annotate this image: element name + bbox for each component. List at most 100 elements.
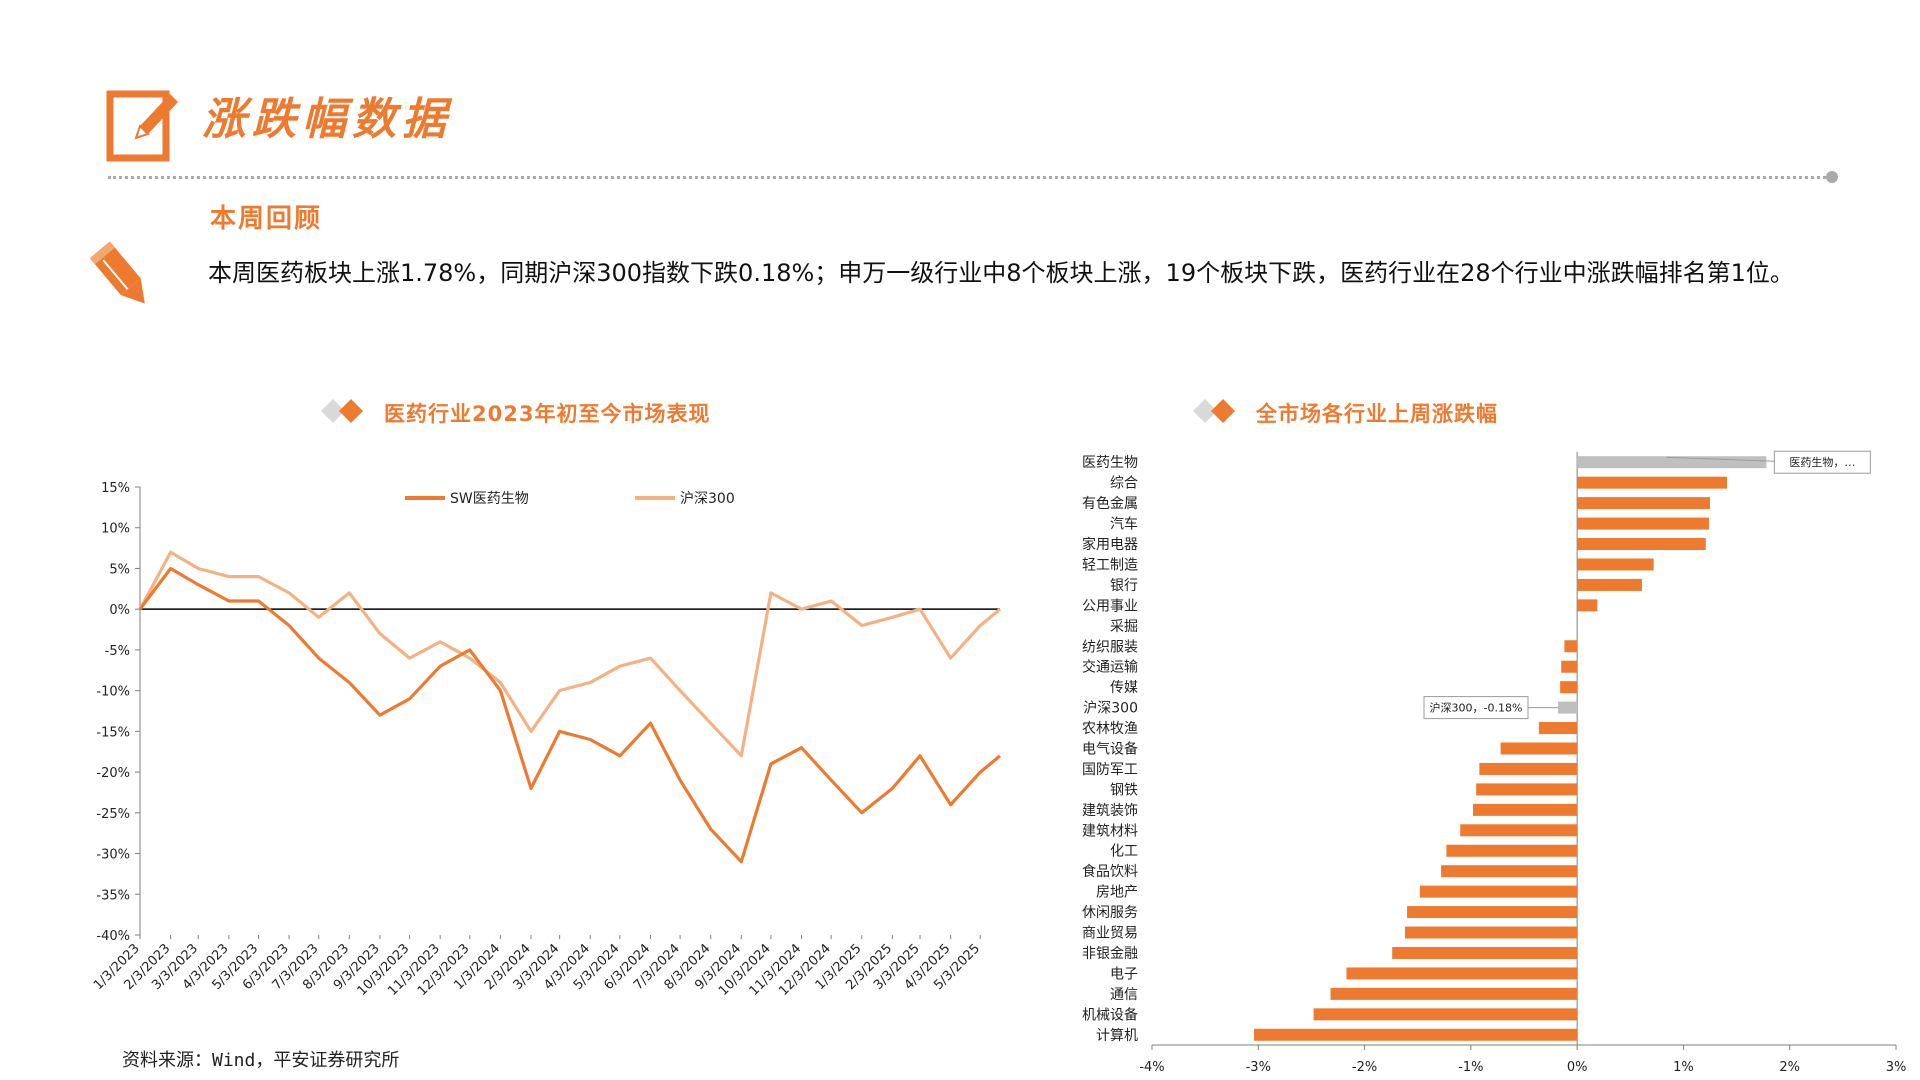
y-tick-label: -25% <box>96 807 130 822</box>
bar <box>1577 538 1706 551</box>
annotation-box <box>1773 450 1871 474</box>
y-tick-label: -40% <box>96 929 130 944</box>
bar <box>1560 681 1578 694</box>
category-label: 有色金属 <box>1082 495 1138 512</box>
y-tick-label: -15% <box>96 725 130 740</box>
x-tick-label: -2% <box>1352 1060 1377 1075</box>
bar <box>1476 783 1578 796</box>
source-note: 资料来源：Wind，平安证券研究所 <box>122 1050 400 1071</box>
y-tick-label: -20% <box>96 766 130 781</box>
x-tick-label: -1% <box>1458 1060 1483 1075</box>
pencil-icon <box>89 241 145 304</box>
bar <box>1472 803 1578 816</box>
annotation-label: 医药生物，… <box>1789 455 1855 469</box>
bar <box>1500 742 1578 755</box>
category-label: 非银金融 <box>1082 946 1138 962</box>
bar <box>1577 476 1728 489</box>
bar <box>1392 946 1578 959</box>
category-label: 银行 <box>1110 578 1138 594</box>
category-label: 计算机 <box>1096 1028 1138 1044</box>
review-body: 本周医药板块上涨1.78%，同期沪深300指数下跌0.18%；申万一级行业中8个… <box>208 259 1794 287</box>
category-label: 沪深300 <box>1083 701 1138 717</box>
x-tick-label: 0% <box>1567 1060 1588 1075</box>
bar <box>1419 885 1578 898</box>
diamond-pair-icon <box>321 399 363 423</box>
category-label: 房地产 <box>1096 885 1138 901</box>
category-label: 食品饮料 <box>1082 863 1138 880</box>
bar <box>1441 865 1578 878</box>
category-label: 化工 <box>1110 844 1138 860</box>
bar <box>1404 926 1578 939</box>
bar-chart-title: 全市场各行业上周涨跌幅 <box>1256 402 1498 426</box>
y-tick-label: 15% <box>101 481 130 496</box>
category-label: 纺织服装 <box>1082 639 1138 655</box>
bar <box>1577 456 1767 469</box>
category-label: 轻工制造 <box>1082 557 1138 573</box>
y-tick-label: 0% <box>109 603 130 618</box>
diamond-pair-icon <box>1193 399 1235 423</box>
category-label: 电子 <box>1110 966 1138 982</box>
category-label: 机械设备 <box>1082 1006 1138 1023</box>
y-tick-label: -5% <box>105 644 130 659</box>
bar <box>1254 1028 1578 1041</box>
x-tick-label: -4% <box>1139 1060 1164 1075</box>
bar <box>1346 967 1578 980</box>
annotation-label: 沪深300，-0.18% <box>1430 701 1523 715</box>
category-label: 钢铁 <box>1110 782 1138 798</box>
bar <box>1330 987 1578 1000</box>
y-tick-label: -30% <box>96 848 130 863</box>
category-label: 国防军工 <box>1082 762 1138 778</box>
annotation-box <box>1423 696 1529 720</box>
category-label: 农林牧渔 <box>1082 721 1138 737</box>
category-label: 建筑材料 <box>1082 823 1138 839</box>
line-chart-title: 医药行业2023年初至今市场表现 <box>384 402 711 426</box>
x-tick-label: 1% <box>1673 1060 1694 1075</box>
x-tick-label: 3% <box>1886 1060 1907 1075</box>
legend-label: 沪深300 <box>680 491 735 507</box>
annotation-leader <box>1666 456 1775 462</box>
category-label: 公用事业 <box>1082 598 1138 614</box>
category-label: 休闲服务 <box>1082 905 1138 921</box>
bar <box>1577 558 1654 571</box>
bar-chart: -4% -3% -2% -1% 0% 1% 2% 3% 医药生物综合有色金属汽车家用电器轻工制造… <box>1082 450 1907 1075</box>
series-line-0 <box>138 566 1002 864</box>
category-label: 汽车 <box>1110 516 1138 533</box>
line-chart: 15% 10% 5% 0% -5% -10% -15% -20% -25% -30% -35% -40… <box>91 481 1002 999</box>
bar <box>1313 1008 1578 1021</box>
bar <box>1538 722 1578 735</box>
bar <box>1577 497 1710 510</box>
title-divider <box>108 176 1832 179</box>
y-tick-label: 10% <box>101 522 130 537</box>
bar <box>1407 906 1578 919</box>
bar <box>1577 578 1642 591</box>
category-label: 交通运输 <box>1082 659 1138 676</box>
bar <box>1577 517 1709 530</box>
bar <box>1446 844 1578 857</box>
category-label: 综合 <box>1110 476 1138 492</box>
y-tick-label: -10% <box>96 685 130 700</box>
edit-square-icon <box>106 90 178 162</box>
y-tick-label: 5% <box>109 562 130 577</box>
bar <box>1479 762 1578 775</box>
category-label: 采掘 <box>1110 619 1138 635</box>
series-line-1 <box>138 550 1002 758</box>
category-label: 建筑装饰 <box>1082 803 1138 819</box>
bar <box>1558 701 1578 714</box>
page-title: 涨跌幅数据 <box>202 94 452 145</box>
category-label: 通信 <box>1110 987 1138 1003</box>
legend-label: SW医药生物 <box>450 491 529 507</box>
category-label: 家用电器 <box>1082 536 1138 553</box>
bar <box>1460 824 1578 837</box>
category-label: 传媒 <box>1110 680 1138 696</box>
review-title: 本周回顾 <box>210 204 323 234</box>
x-tick-label: 2% <box>1779 1060 1800 1075</box>
title-divider-dot <box>1826 171 1838 183</box>
bar <box>1564 640 1578 653</box>
y-tick-label: -35% <box>96 888 130 903</box>
bar <box>1577 599 1598 612</box>
bar <box>1561 660 1578 673</box>
category-label: 医药生物 <box>1082 455 1138 471</box>
category-label: 商业贸易 <box>1082 926 1138 942</box>
category-label: 电气设备 <box>1082 741 1138 758</box>
x-tick-label: -3% <box>1246 1060 1271 1075</box>
